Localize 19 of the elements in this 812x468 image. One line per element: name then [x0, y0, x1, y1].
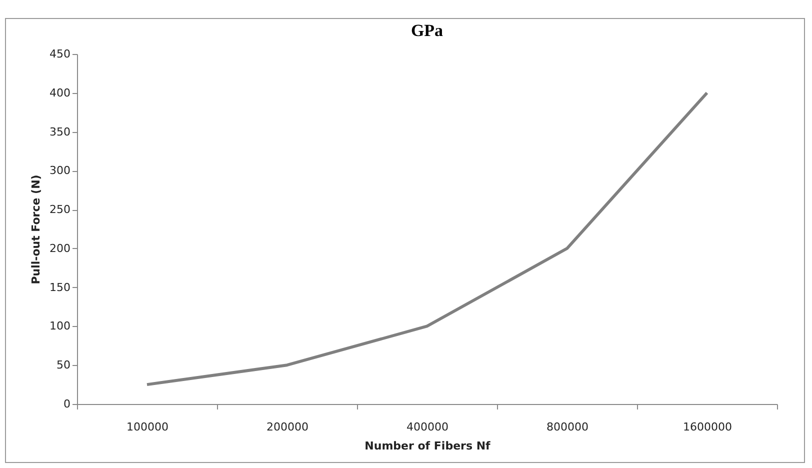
x-axis-title: Number of Fibers Nf	[364, 440, 491, 452]
y-tick-label: 200	[50, 242, 70, 255]
y-tick-label: 100	[50, 320, 70, 333]
x-tick-label: 400000	[406, 420, 448, 434]
x-tick-label: 100000	[126, 420, 168, 434]
chart-title: GPa	[410, 21, 444, 40]
line-series	[146, 91, 708, 386]
y-tick-label: 300	[50, 164, 70, 178]
y-tick-label: 450	[50, 48, 70, 60]
y-tick-label: 150	[50, 280, 70, 294]
x-tick-label: 1600000	[683, 420, 732, 434]
y-tick-label: 250	[50, 203, 70, 216]
x-tick-label: 800000	[546, 420, 588, 434]
y-tick-label: 350	[50, 125, 70, 138]
y-tick-label: 400	[50, 86, 70, 100]
y-tick-label: 0	[64, 398, 70, 410]
y-tick-label: 50	[56, 358, 70, 372]
y-axis-title: Pull-out Force (N)	[30, 174, 43, 284]
x-tick-label: 200000	[266, 420, 308, 434]
